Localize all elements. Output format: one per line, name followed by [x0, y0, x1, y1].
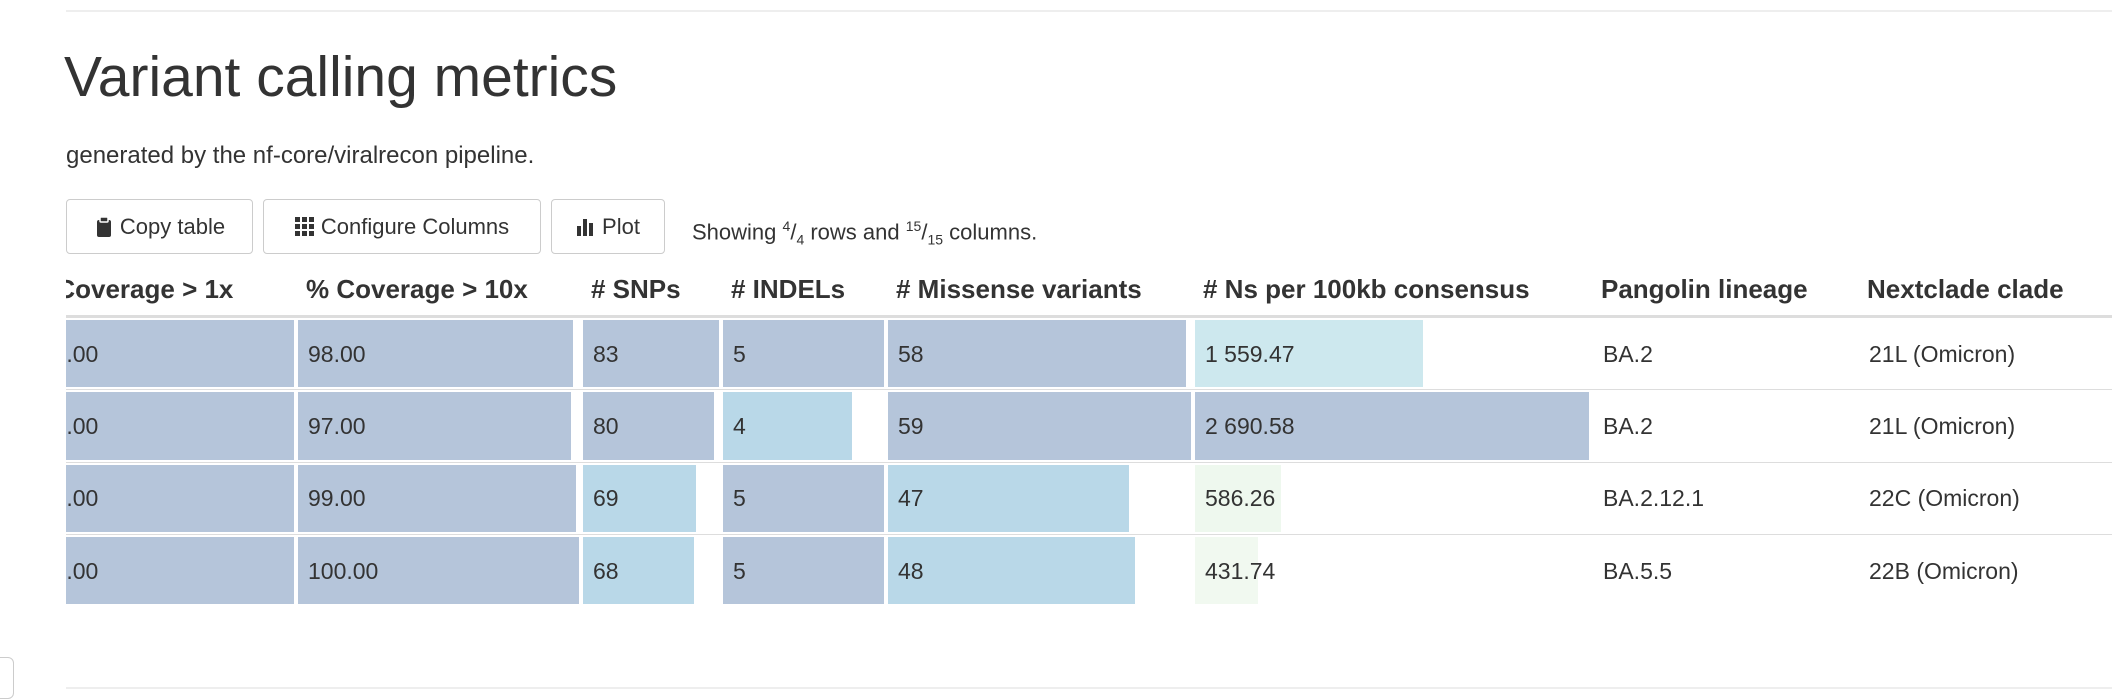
- table-cell: 59: [898, 412, 924, 439]
- table-cell: BA.2: [1603, 340, 1653, 367]
- table-cell: 4: [733, 412, 746, 439]
- cell-bar: [66, 464, 294, 532]
- cell-bar: [1195, 536, 1259, 605]
- table-cell: 100.00: [66, 485, 99, 512]
- divider: [66, 687, 2112, 689]
- table-viewport: % Coverage > 1x % Coverage > 10x # SNPs # I…: [66, 270, 2112, 610]
- button-label: Configure Columns: [320, 213, 510, 239]
- plot-button[interactable]: Plot: [551, 199, 665, 254]
- cell-bar: [723, 320, 884, 388]
- cell-bar: [1195, 320, 1424, 388]
- table-cell: 68: [593, 557, 619, 584]
- table-cell: 83: [593, 340, 619, 367]
- grid-icon: [294, 216, 314, 236]
- divider: [66, 10, 2112, 12]
- table-cell: 22B (Omicron): [1869, 557, 2019, 584]
- cell-bar: [888, 464, 1130, 532]
- status-text: columns.: [949, 219, 1038, 245]
- cell-bar: [66, 320, 294, 388]
- copy-table-button[interactable]: Copy table: [66, 199, 253, 254]
- column-header: Pangolin lineage: [1601, 274, 1808, 304]
- table-cell: 5: [733, 485, 746, 512]
- side-widget[interactable]: [0, 657, 14, 699]
- cell-bar: [583, 320, 719, 388]
- cell-bar: [583, 464, 697, 532]
- cell-bar: [1195, 392, 1589, 460]
- clipboard-icon: [96, 215, 111, 237]
- table-cell: 47: [898, 485, 924, 512]
- table-cell: BA.5.5: [1603, 557, 1673, 584]
- section-description: generated by the nf-core/viralrecon pipe…: [66, 142, 535, 169]
- row-rule: [66, 389, 2112, 391]
- table-cell: 69: [593, 485, 619, 512]
- table-cell: 100.00: [66, 340, 99, 367]
- cell-bar: [298, 392, 571, 460]
- column-header: # SNPs: [591, 274, 681, 304]
- cell-bar: [723, 464, 884, 532]
- configure-columns-button[interactable]: Configure Columns: [263, 199, 541, 254]
- table-cell: 80: [593, 412, 619, 439]
- cell-bar: [583, 392, 715, 460]
- table-cell: 2 690.58: [1205, 412, 1295, 439]
- table-cell: 98.00: [308, 340, 366, 367]
- header-rule: [66, 315, 2112, 318]
- table-cell: 48: [898, 557, 924, 584]
- cell-bar: [298, 536, 579, 605]
- cell-bar: [66, 392, 294, 460]
- cell-bar: [888, 536, 1135, 605]
- table-cell: 21L (Omicron): [1869, 412, 2016, 439]
- column-header: % Coverage > 10x: [306, 274, 528, 304]
- table-cell: 58: [898, 340, 924, 367]
- data-table: % Coverage > 1x % Coverage > 10x # SNPs # I…: [66, 270, 2112, 610]
- table-cell: 22C (Omicron): [1869, 485, 2020, 512]
- status-text: Showing: [692, 219, 777, 245]
- column-header: Nextclade clade: [1867, 274, 2064, 304]
- row-rule: [66, 461, 2112, 463]
- columns-total: 15: [927, 231, 944, 248]
- table-cell: 586.26: [1205, 485, 1276, 512]
- cell-bar: [723, 392, 852, 460]
- rows-shown: 4: [782, 218, 791, 234]
- column-header: # Missense variants: [896, 274, 1142, 304]
- cell-bar: [723, 536, 884, 605]
- table-cell: 100.00: [308, 557, 379, 584]
- columns-shown: 15: [905, 218, 922, 234]
- cell-bar: [298, 320, 574, 388]
- table-cell: 5: [733, 340, 746, 367]
- cell-bar: [66, 536, 294, 605]
- table-cell: 97.00: [308, 412, 366, 439]
- column-header: # Ns per 100kb consensus: [1203, 274, 1530, 304]
- cell-bar: [583, 536, 695, 605]
- table-cell: BA.2: [1603, 412, 1653, 439]
- table-cell: 431.74: [1205, 557, 1276, 584]
- cell-bar: [1195, 464, 1281, 532]
- button-label: Plot: [602, 213, 640, 239]
- row-rule: [66, 533, 2112, 535]
- cell-bar: [888, 320, 1186, 388]
- button-label: Copy table: [119, 213, 226, 239]
- status-text: rows and: [810, 219, 900, 245]
- cell-bar: [888, 392, 1191, 460]
- table-cell: 21L (Omicron): [1869, 340, 2016, 367]
- table-cell: 100.00: [66, 557, 99, 584]
- bar-chart-icon: [577, 218, 594, 236]
- rows-total: 4: [796, 231, 805, 248]
- table-status: Showing 4/4 rows and 15/15 columns.: [692, 218, 1038, 248]
- cell-bar: [298, 464, 577, 532]
- column-header: % Coverage > 1x: [66, 274, 234, 304]
- table-cell: 100.00: [66, 412, 99, 439]
- table-cell: 5: [733, 557, 746, 584]
- table-cell: 99.00: [308, 485, 366, 512]
- section-title: Variant calling metrics: [64, 45, 618, 109]
- table-cell: 1 559.47: [1205, 340, 1295, 367]
- table-cell: BA.2.12.1: [1603, 485, 1705, 512]
- column-header: # INDELs: [731, 274, 846, 304]
